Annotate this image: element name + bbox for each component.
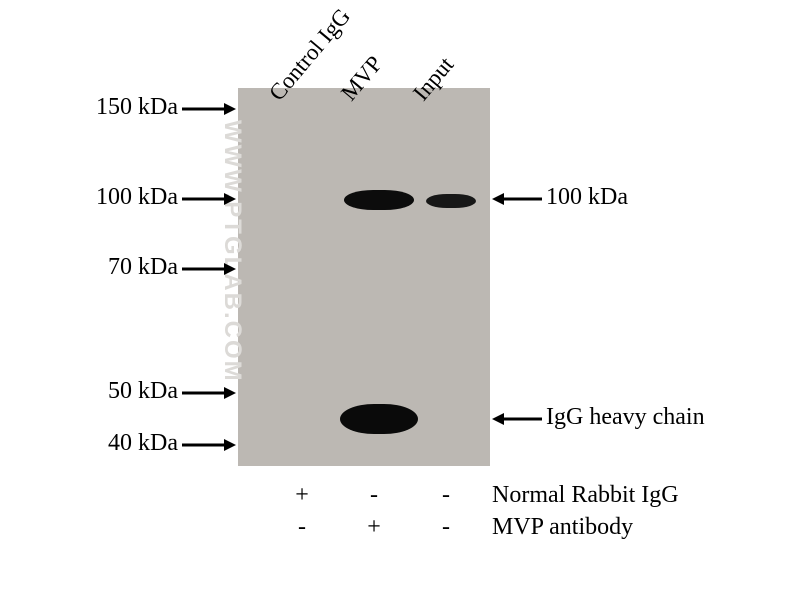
mw-arrow-icon: [182, 198, 234, 199]
treatment-label: Normal Rabbit IgG: [492, 482, 679, 509]
mw-label: 150 kDa: [96, 94, 178, 121]
treatment-symbol: -: [288, 514, 316, 541]
mw-arrow-icon: [182, 268, 234, 269]
protein-band: [426, 194, 476, 208]
mw-arrow-icon: [182, 444, 234, 445]
band-arrow-icon: [494, 198, 542, 199]
treatment-symbol: -: [432, 482, 460, 509]
protein-band: [340, 404, 418, 434]
mw-label: 50 kDa: [108, 378, 178, 405]
mw-arrow-icon: [182, 108, 234, 109]
treatment-symbol: +: [360, 514, 388, 541]
mw-label: 70 kDa: [108, 254, 178, 281]
figure-root: WWW.PTGLAB.COM 150 kDa100 kDa70 kDa50 kD…: [0, 0, 800, 600]
treatment-symbol: -: [432, 514, 460, 541]
mw-label: 100 kDa: [96, 184, 178, 211]
treatment-symbol: -: [360, 482, 388, 509]
protein-band: [344, 190, 414, 210]
band-label: 100 kDa: [546, 184, 628, 211]
band-label: IgG heavy chain: [546, 404, 705, 431]
treatment-label: MVP antibody: [492, 514, 633, 541]
band-arrow-icon: [494, 418, 542, 419]
treatment-symbol: +: [288, 482, 316, 509]
mw-arrow-icon: [182, 392, 234, 393]
mw-label: 40 kDa: [108, 430, 178, 457]
